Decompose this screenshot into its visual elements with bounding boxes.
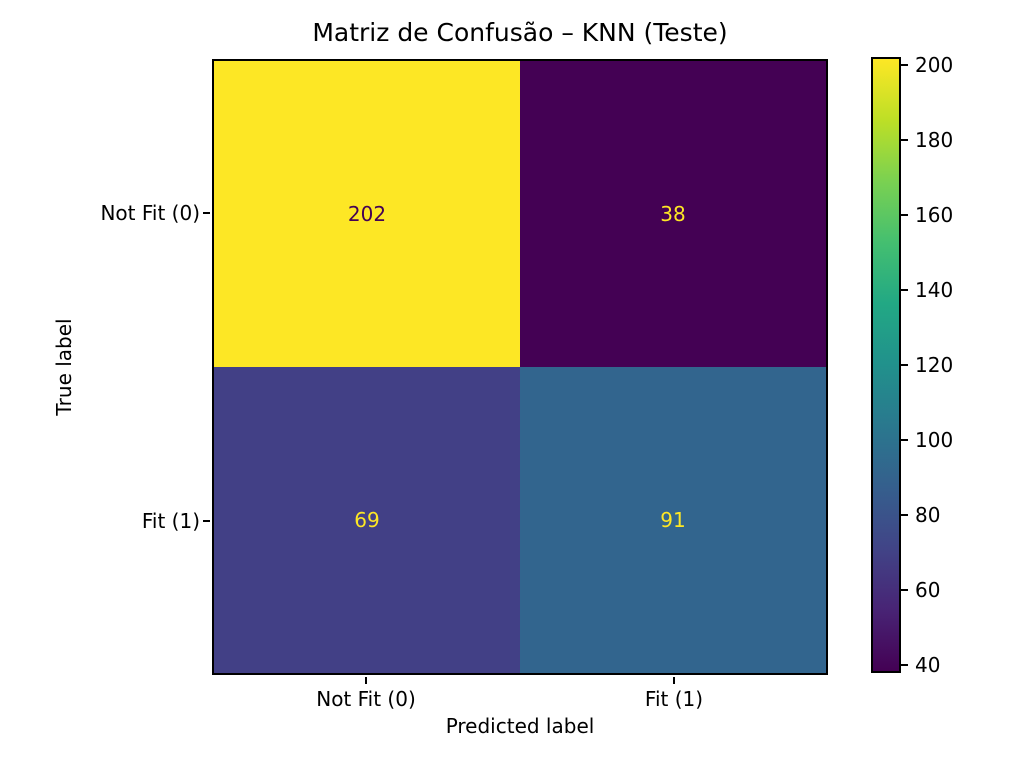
matrix-cell-r0c1: 38 <box>520 61 826 367</box>
colorbar-tick-label: 40 <box>915 653 941 678</box>
colorbar-tick <box>901 364 908 366</box>
colorbar-tick-label: 100 <box>915 428 954 453</box>
cell-value: 202 <box>347 202 387 226</box>
x-axis-label: Predicted label <box>445 714 595 738</box>
colorbar-tick-label: 60 <box>915 578 941 603</box>
x-tick-label-not-fit: Not Fit (0) <box>316 687 416 711</box>
matrix-cell-r0c0: 202 <box>214 61 520 367</box>
colorbar-tick <box>901 589 908 592</box>
y-axis-tick <box>203 212 210 214</box>
colorbar-tick <box>901 664 908 667</box>
colorbar-tick <box>901 63 908 66</box>
y-axis-label: True label <box>52 318 76 416</box>
y-tick-label-not-fit: Not Fit (0) <box>100 201 200 225</box>
cell-value: 38 <box>660 202 686 226</box>
colorbar-tick-label: 200 <box>915 52 954 77</box>
colorbar-tick <box>901 213 908 216</box>
colorbar-tick-label: 160 <box>915 202 954 227</box>
y-axis-tick <box>203 520 210 522</box>
colorbar <box>871 57 901 673</box>
cell-value: 69 <box>354 508 380 532</box>
confusion-matrix-heatmap: 202 38 69 91 <box>212 59 828 675</box>
chart-title: Matriz de Confusão – KNN (Teste) <box>312 18 728 47</box>
colorbar-tick-label: 120 <box>915 353 954 377</box>
cell-value: 91 <box>660 508 686 532</box>
colorbar-tick-label: 140 <box>915 277 954 302</box>
colorbar-tick <box>901 288 908 291</box>
colorbar-tick <box>901 514 908 517</box>
colorbar-tick-label: 180 <box>915 127 954 152</box>
matrix-cell-r1c0: 69 <box>214 367 520 673</box>
x-tick-label-fit: Fit (1) <box>644 687 704 711</box>
x-axis-tick <box>673 677 675 684</box>
colorbar-tick <box>901 439 908 442</box>
matrix-cell-r1c1: 91 <box>520 367 826 673</box>
colorbar-tick-label: 80 <box>915 503 941 528</box>
x-axis-tick <box>365 677 367 684</box>
y-tick-label-fit: Fit (1) <box>141 509 200 533</box>
colorbar-tick <box>901 138 908 141</box>
